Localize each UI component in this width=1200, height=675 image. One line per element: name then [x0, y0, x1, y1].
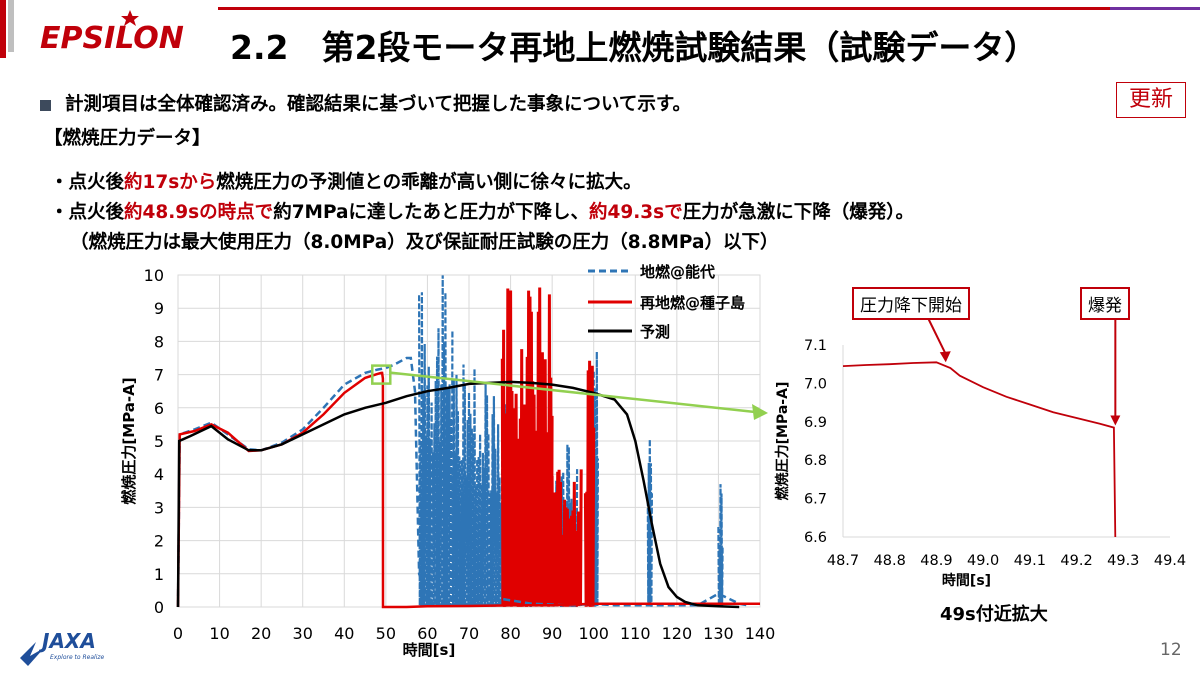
zoom-y-tick-label: 6.6 — [804, 530, 827, 546]
zoom-y-tick-label: 6.9 — [804, 415, 827, 431]
x-tick-label: 100 — [578, 624, 609, 643]
zoom-y-tick-label: 6.7 — [804, 492, 827, 508]
zoom-x-tick-label: 48.9 — [920, 553, 952, 569]
y-tick-label: 8 — [154, 332, 164, 351]
finding-1-highlight: 約17sから — [124, 172, 217, 193]
y-tick-label: 10 — [144, 266, 164, 285]
zoom-x-tick-label: 49.0 — [967, 553, 999, 569]
x-tick-label: 30 — [293, 624, 313, 643]
header-purple-rule — [1110, 7, 1200, 10]
y-axis-label: 燃焼圧力[MPa-A] — [120, 377, 138, 504]
x-tick-label: 40 — [334, 624, 354, 643]
zoom-x-tick-label: 49.2 — [1060, 553, 1092, 569]
finding-2-highlight-1: 約48.9sの時点で — [124, 202, 274, 223]
epsilon-logo-text: EPSILON — [40, 21, 184, 56]
header-red-block — [0, 0, 6, 58]
x-tick-label: 140 — [745, 624, 776, 643]
finding-line-3: （燃焼圧力は最大使用圧力（8.0MPa）及び保証耐圧試験の圧力（8.8MPa）以… — [70, 232, 779, 253]
update-badge: 更新 — [1116, 82, 1186, 118]
header-top-rule — [218, 7, 1110, 10]
oscillation-burst — [550, 469, 583, 607]
finding-2-part-5: 圧力が急激に下降（爆発）。 — [682, 202, 914, 223]
finding-2-part-3: 約7MPaに達したあと圧力が下降し、 — [273, 202, 590, 223]
callout-pressure-drop-start: 圧力降下開始 — [852, 287, 970, 320]
x-tick-label: 120 — [662, 624, 693, 643]
x-tick-label: 90 — [542, 624, 562, 643]
y-tick-label: 6 — [154, 399, 164, 418]
zoom-x-tick-label: 49.4 — [1154, 553, 1186, 569]
zoom-y-tick-label: 7.0 — [804, 376, 827, 392]
zoom-x-tick-label: 48.7 — [827, 553, 859, 569]
x-tick-label: 110 — [620, 624, 651, 643]
star-icon — [121, 10, 139, 26]
finding-1-part-3: 燃焼圧力の予測値との乖離が高い側に徐々に拡大。 — [216, 172, 642, 193]
oscillation-burst — [418, 275, 454, 607]
y-tick-label: 2 — [154, 532, 164, 551]
x-tick-label: 80 — [500, 624, 520, 643]
oscillation-burst — [583, 360, 596, 607]
finding-2-highlight-2: 約49.3sで — [589, 202, 683, 223]
bullet-square-icon — [40, 99, 51, 111]
zoom-chart-title: 49s付近拡大 — [940, 604, 1048, 625]
zoom-series-line — [842, 361, 1117, 538]
summary-bullet-row: 計測項目は全体確認済み。確認結果に基づいて把握した事象について示す。 — [40, 90, 691, 116]
y-tick-label: 0 — [154, 598, 164, 617]
jaxa-swoosh-icon — [20, 642, 44, 666]
x-tick-label: 20 — [251, 624, 271, 643]
jaxa-tagline: Explore to Realize — [50, 654, 105, 661]
callout-explosion: 爆発 — [1080, 287, 1130, 320]
series-line-1 — [176, 371, 760, 609]
x-tick-label: 70 — [459, 624, 479, 643]
callout-arrow-line — [927, 317, 947, 355]
x-tick-label: 60 — [417, 624, 437, 643]
x-axis-label: 時間[s] — [403, 641, 456, 659]
zoom-x-tick-label: 49.3 — [1107, 553, 1139, 569]
finding-2-part-1: ・点火後 — [50, 202, 125, 223]
callout-arrowhead-icon — [939, 351, 951, 363]
epsilon-logo: EPSILON — [40, 10, 184, 56]
finding-line-2: ・点火後約48.9sの時点で約7MPaに達したあと圧力が下降し、約49.3sで圧… — [50, 198, 914, 224]
summary-bullet-text: 計測項目は全体確認済み。確認結果に基づいて把握した事象について示す。 — [65, 94, 692, 115]
callout-arrowhead-icon — [1110, 415, 1121, 426]
zoom-x-tick-label: 48.8 — [874, 553, 906, 569]
x-tick-label: 0 — [173, 624, 183, 643]
jaxa-logo-text: JAXA — [38, 629, 96, 653]
jaxa-logo: JAXA Explore to Realize — [20, 629, 105, 666]
y-tick-label: 9 — [154, 299, 164, 318]
y-tick-label: 5 — [154, 432, 164, 451]
oscillation-burst — [500, 287, 554, 607]
x-tick-label: 10 — [209, 624, 229, 643]
section-label: 【燃焼圧力データ】 — [44, 128, 211, 149]
zoom-y-tick-label: 6.8 — [804, 453, 827, 469]
zoom-y-axis-label: 燃焼圧力[MPa-A] — [774, 382, 791, 501]
zoom-arrow-line — [390, 371, 756, 414]
y-tick-label: 7 — [154, 366, 164, 385]
x-tick-label: 130 — [703, 624, 734, 643]
zoom-y-tick-label: 7.1 — [804, 338, 827, 354]
finding-1-part-1: ・点火後 — [50, 172, 125, 193]
legend-label: 再地燃@種子島 — [640, 294, 745, 312]
legend-label: 予測 — [640, 323, 670, 341]
finding-line-1: ・点火後約17sから燃焼圧力の予測値との乖離が高い側に徐々に拡大。 — [50, 168, 642, 194]
page-title: 2.2 第2段モータ再地上燃焼試験結果（試験データ） — [230, 28, 1038, 67]
zoom-arrow-head-icon — [752, 404, 768, 420]
oscillation-burst — [717, 484, 724, 607]
zoom-x-axis-label: 時間[s] — [942, 572, 991, 589]
y-tick-label: 3 — [154, 498, 164, 517]
legend-label: 地燃@能代 — [640, 263, 715, 281]
header-gray-block — [8, 0, 14, 52]
y-tick-label: 1 — [154, 565, 164, 584]
y-tick-label: 4 — [154, 465, 164, 484]
x-tick-label: 50 — [376, 624, 396, 643]
zoom-marker-box — [371, 364, 392, 385]
page-number: 12 — [1160, 640, 1182, 660]
oscillation-burst — [646, 439, 653, 607]
zoom-x-tick-label: 49.1 — [1014, 553, 1046, 569]
